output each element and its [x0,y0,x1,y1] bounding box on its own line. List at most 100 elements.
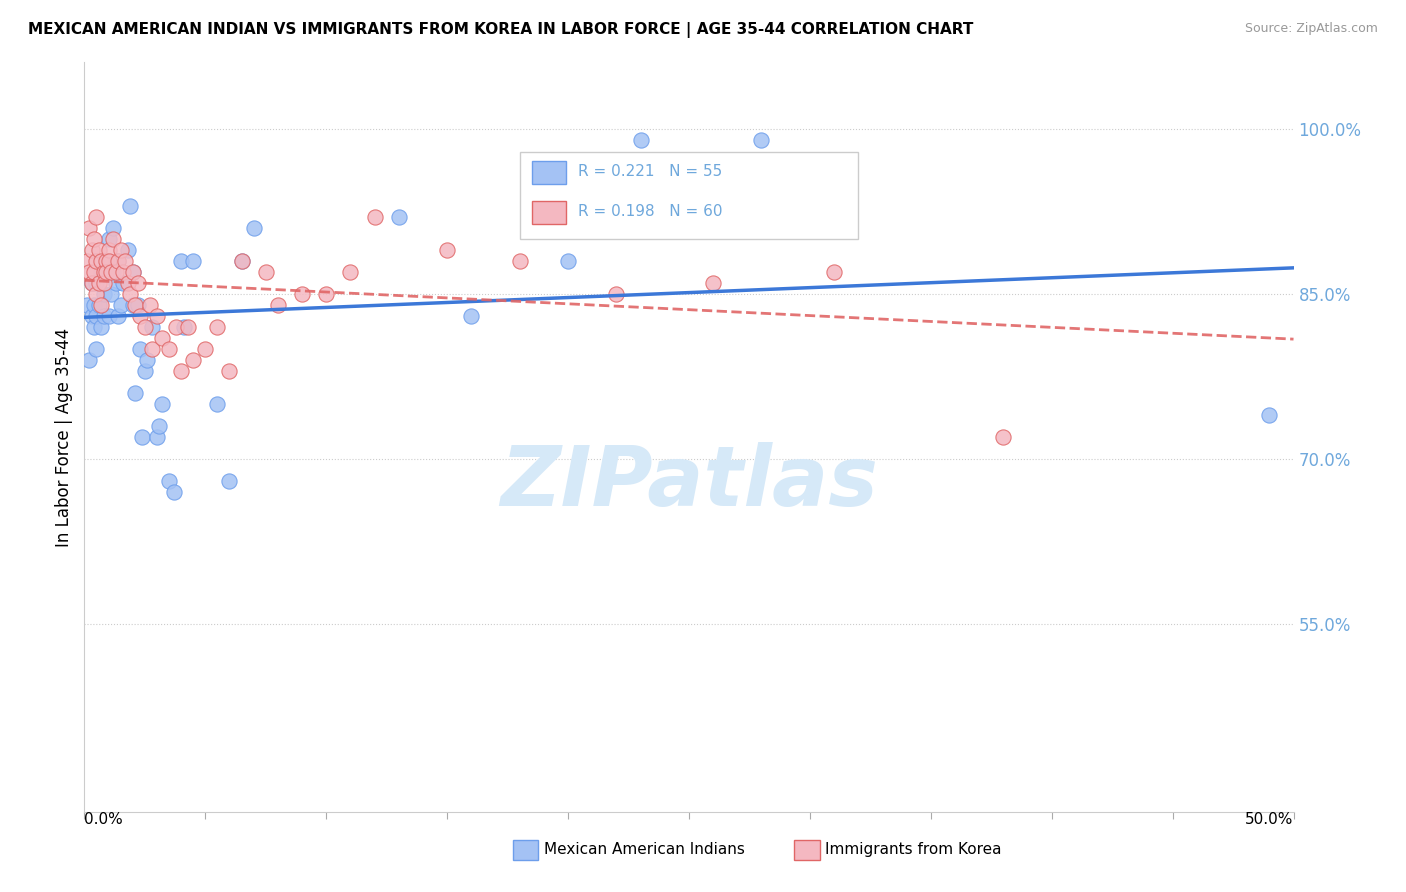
Point [83,319,105,334]
Point [97,232,120,246]
Point [121,298,143,312]
Point [436,243,458,257]
Point [605,286,627,301]
Point [110,243,132,257]
Point [207,397,229,411]
Point [76,298,98,312]
Point [97,243,120,257]
Point [148,419,170,434]
FancyBboxPatch shape [520,153,858,238]
Point [80,243,103,257]
Text: 50.0%: 50.0% [1246,812,1294,827]
Point [100,265,122,279]
Point [231,253,253,268]
Text: R = 0.221   N = 55: R = 0.221 N = 55 [578,164,721,179]
Point [993,430,1015,444]
Text: R = 0.198   N = 60: R = 0.198 N = 60 [578,204,723,219]
Point [242,220,264,235]
Point [124,298,146,312]
Point [207,319,229,334]
Point [80,309,103,323]
Point [146,309,169,323]
Point [138,298,160,312]
Text: 0.0%: 0.0% [84,812,124,827]
Point [267,298,290,312]
Point [83,265,105,279]
Point [120,199,142,213]
Point [131,430,153,444]
Point [86,276,108,290]
Point [90,319,112,334]
Point [173,319,195,334]
Point [94,253,117,268]
Point [112,276,135,290]
Point [97,309,120,323]
Point [136,353,159,368]
Point [94,265,117,279]
Point [80,276,103,290]
Point [194,342,217,356]
Point [124,386,146,401]
Point [103,232,125,246]
Point [146,430,169,444]
Point [1258,408,1281,422]
Point [339,265,361,279]
Point [129,342,152,356]
Point [129,309,152,323]
Point [107,309,129,323]
Point [76,253,98,268]
Point [823,265,845,279]
Point [117,276,139,290]
Point [93,276,115,290]
Point [127,276,149,290]
Point [87,243,110,257]
Point [86,286,108,301]
Point [90,265,112,279]
Point [170,364,193,378]
Point [100,286,122,301]
Point [150,331,173,345]
Point [110,298,132,312]
Point [177,319,200,334]
Point [90,253,112,268]
Point [107,253,129,268]
Point [86,210,108,224]
Point [557,253,579,268]
Point [141,319,163,334]
Point [86,253,108,268]
Point [117,243,139,257]
Point [77,220,100,235]
Point [80,276,103,290]
Point [90,298,112,312]
Text: Mexican American Indians: Mexican American Indians [544,842,745,856]
Point [97,253,120,268]
Point [94,265,117,279]
Bar [531,161,565,184]
Point [363,210,385,224]
Point [150,397,173,411]
Point [77,353,100,368]
Point [104,276,127,290]
Point [120,286,142,301]
Point [218,364,240,378]
Point [112,265,135,279]
Point [83,298,105,312]
Point [87,298,110,312]
Point [388,210,411,224]
Point [141,342,163,356]
Point [630,132,652,146]
Bar [531,201,565,224]
Point [157,342,180,356]
Point [103,265,125,279]
Point [134,319,156,334]
Point [86,342,108,356]
Point [121,265,143,279]
Point [83,232,105,246]
Point [181,253,204,268]
Point [134,364,156,378]
Point [218,474,240,488]
Text: ZIPatlas: ZIPatlas [501,442,877,523]
Point [107,253,129,268]
Point [121,265,143,279]
Point [291,286,314,301]
